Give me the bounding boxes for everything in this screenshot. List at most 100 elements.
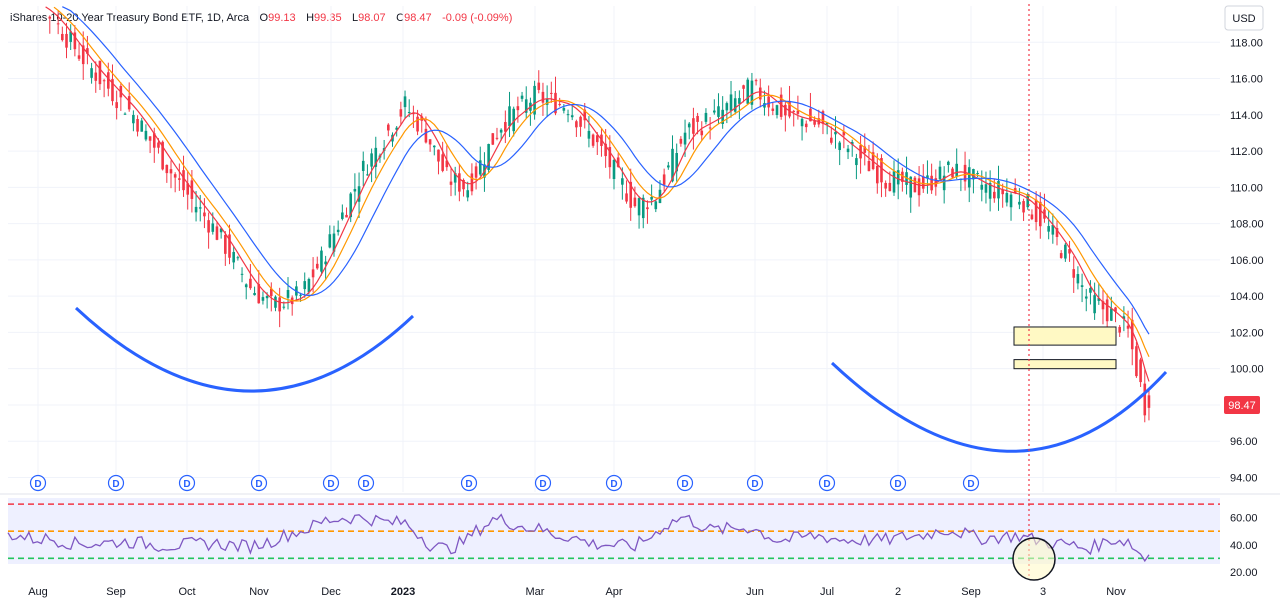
dividend-letter: D <box>327 479 334 490</box>
candle-body <box>579 116 582 127</box>
candle-body <box>361 160 365 171</box>
candle-body <box>746 79 750 104</box>
candle-body <box>650 196 653 200</box>
candle-body <box>633 197 637 207</box>
dividend-marker[interactable]: D <box>250 474 268 492</box>
candle-body <box>1139 359 1142 383</box>
dividend-letter: D <box>255 479 262 490</box>
close-value: 98.47 <box>404 12 432 24</box>
candle-body <box>328 234 332 248</box>
candle-body <box>717 106 720 117</box>
candle-body <box>662 174 666 185</box>
candle-body <box>437 149 440 162</box>
candle-body <box>198 207 202 209</box>
candle-body <box>173 174 177 178</box>
candle-body <box>1034 199 1038 223</box>
candle-body <box>224 234 227 254</box>
x-tick-label: Jun <box>746 586 764 598</box>
candle-body <box>612 160 616 180</box>
dividend-marker[interactable]: D <box>107 474 125 492</box>
candle-body <box>152 133 156 148</box>
dividend-marker[interactable]: D <box>460 474 478 492</box>
candle-body <box>767 96 770 108</box>
candle-body <box>692 118 695 134</box>
last-price-label: 98.47 <box>1228 400 1256 412</box>
x-tick-label: Jul <box>820 586 834 598</box>
rsi-tick-label: 40.00 <box>1230 540 1258 552</box>
candle-body <box>993 191 996 199</box>
candle-body <box>458 173 461 192</box>
candle-body <box>48 16 52 19</box>
dividend-marker[interactable]: D <box>605 474 623 492</box>
candle-body <box>512 108 515 132</box>
candle-body <box>211 223 215 232</box>
dividend-marker[interactable]: D <box>322 474 340 492</box>
candle-body <box>988 182 992 199</box>
dividend-circle <box>818 474 836 492</box>
dividend-circle <box>676 474 694 492</box>
dividend-circle <box>250 474 268 492</box>
x-tick-label: Nov <box>249 586 269 598</box>
open-value: 99.13 <box>268 12 296 24</box>
candle-body <box>65 33 68 48</box>
currency-button[interactable] <box>1224 5 1264 31</box>
dividend-marker[interactable]: D <box>676 474 694 492</box>
candle-body <box>545 98 549 105</box>
x-tick-label: Nov <box>1106 586 1126 598</box>
candle-body <box>320 250 323 272</box>
candle-body <box>947 161 950 166</box>
candle-body <box>1122 316 1126 319</box>
open-label: O <box>260 12 269 24</box>
candle-body <box>366 174 369 176</box>
candle-body <box>453 173 457 183</box>
candle-body <box>148 136 152 141</box>
dividend-marker[interactable]: D <box>889 474 907 492</box>
dividend-letter: D <box>183 479 190 490</box>
candle-body <box>261 297 265 301</box>
candle-body <box>178 178 181 180</box>
candle-body <box>804 123 808 128</box>
dividend-marker[interactable]: D <box>178 474 196 492</box>
candle-body <box>608 147 612 168</box>
candle-body <box>625 193 628 202</box>
candle-body <box>667 165 670 168</box>
dividend-circle <box>889 474 907 492</box>
rsi-tick-label: 60.00 <box>1230 513 1258 525</box>
candle-body <box>1064 244 1067 259</box>
candle-body <box>637 198 641 216</box>
candle-body <box>708 127 712 129</box>
dividend-letter: D <box>751 479 758 490</box>
y-tick-label: 104.00 <box>1230 291 1264 303</box>
candle-body <box>917 178 921 196</box>
candle-body <box>77 55 81 59</box>
candle-body <box>604 143 607 157</box>
candle-body <box>1097 298 1101 301</box>
candle-body <box>516 106 520 111</box>
dividend-marker[interactable]: D <box>29 474 47 492</box>
grid <box>0 6 1280 495</box>
dividend-marker[interactable]: D <box>746 474 764 492</box>
candle-body <box>1089 287 1092 293</box>
candle-body <box>387 124 390 131</box>
y-tick-label: 100.00 <box>1230 364 1264 376</box>
candle-body <box>165 164 169 174</box>
dividend-circle <box>107 474 125 492</box>
candle-body <box>696 115 699 122</box>
candle-body <box>750 80 754 105</box>
high-label: H <box>306 12 314 24</box>
dividend-letter: D <box>465 479 472 490</box>
candle-body <box>875 165 879 184</box>
candle-body <box>487 143 490 170</box>
dividend-marker[interactable]: D <box>962 474 980 492</box>
candle-body <box>1026 194 1030 208</box>
candle-body <box>541 91 545 103</box>
dividend-marker[interactable]: D <box>818 474 836 492</box>
candle-body <box>913 177 917 193</box>
candle-body <box>449 181 453 185</box>
dividend-marker[interactable]: D <box>357 474 375 492</box>
dividend-marker[interactable]: D <box>534 474 552 492</box>
axes: 94.0096.0098.00100.00102.00104.00106.001… <box>28 37 1263 598</box>
candle-body <box>265 296 269 299</box>
